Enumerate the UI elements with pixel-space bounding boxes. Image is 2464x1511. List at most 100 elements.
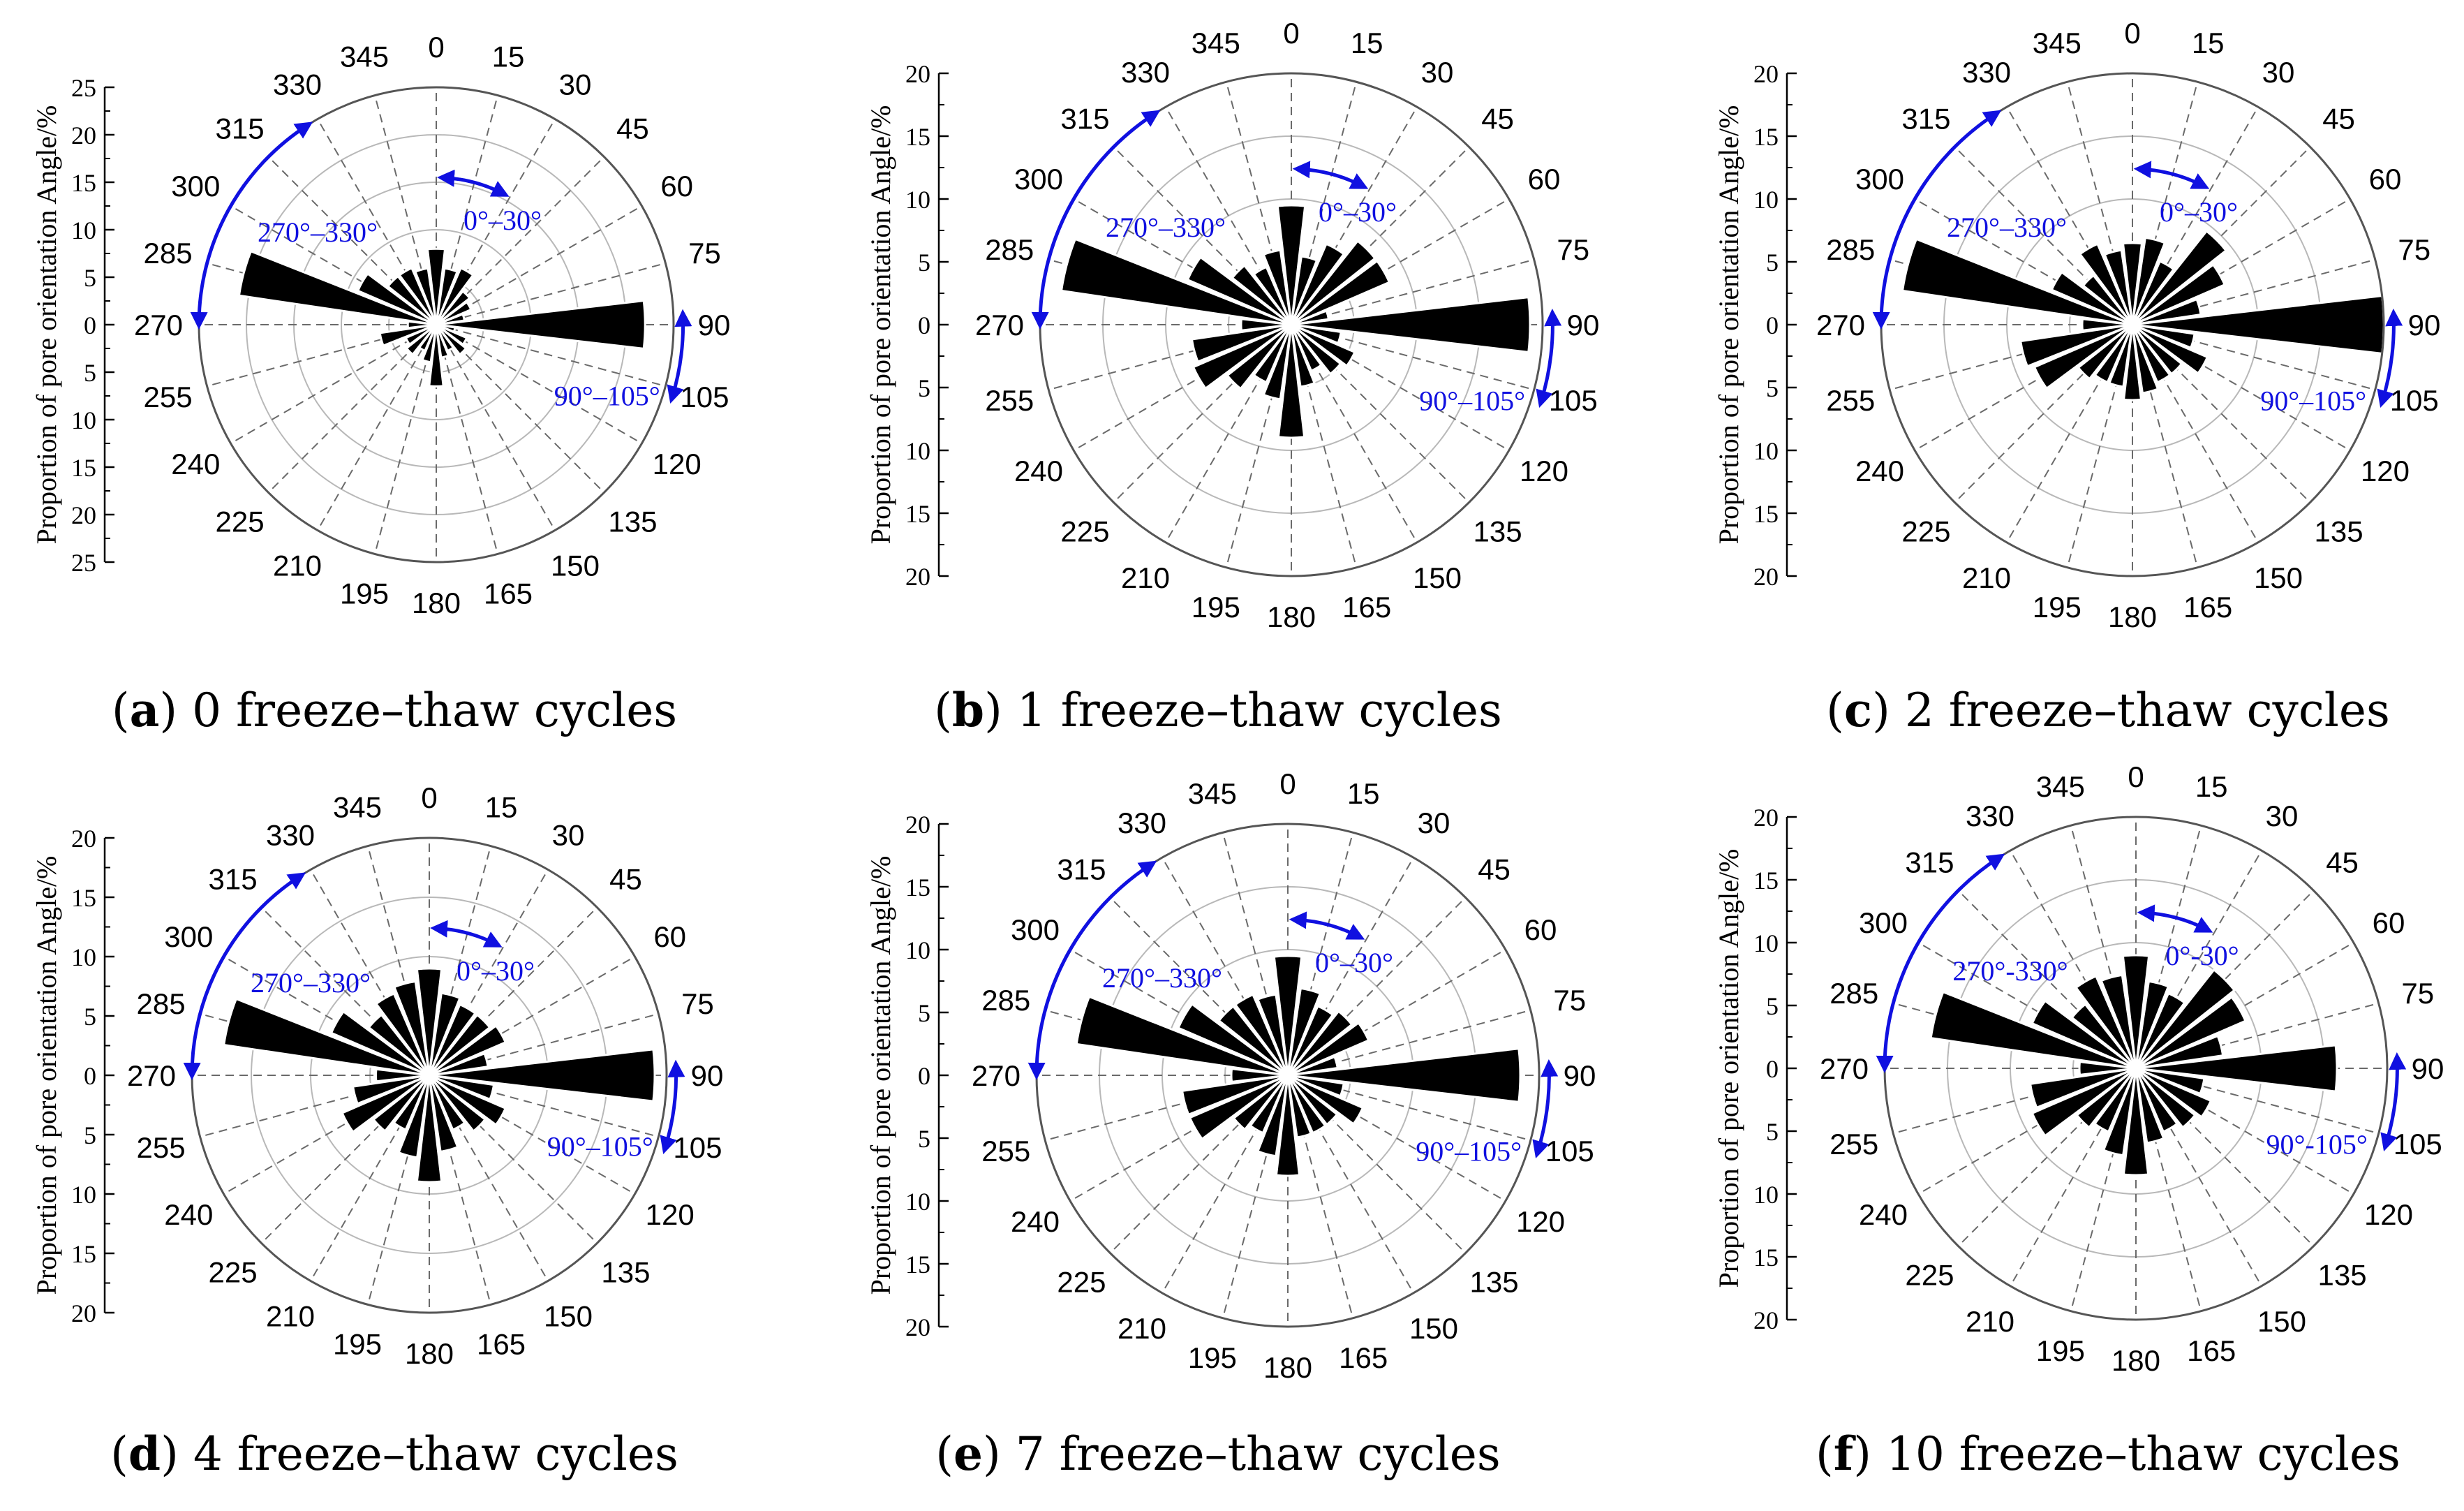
annotation-label: 0°–30° — [2160, 196, 2238, 228]
angle-label: 165 — [477, 1327, 526, 1360]
axis-tick-label: 10 — [71, 1181, 96, 1209]
angle-label: 120 — [2364, 1198, 2413, 1231]
angle-label: 345 — [340, 40, 389, 73]
bar-225 — [2077, 323, 2134, 381]
rose-chart: 0 153045607590105120135150165180195210225… — [1713, 17, 2440, 633]
axis-tick-label: 20 — [71, 825, 96, 853]
bar-225 — [1226, 323, 1293, 390]
bar-15 — [2135, 980, 2170, 1069]
angle-label: 315 — [1060, 102, 1109, 135]
bar-165 — [428, 1075, 459, 1153]
angle-label: 210 — [1966, 1305, 2014, 1338]
bar-135 — [1286, 1074, 1339, 1126]
angle-label: 285 — [1826, 233, 1875, 266]
bar-255 — [1190, 323, 1292, 363]
bar-120 — [1287, 1074, 1365, 1126]
angle-label: 255 — [1830, 1128, 1878, 1160]
angle-label: 135 — [2315, 515, 2363, 548]
bar-300 — [329, 1010, 430, 1077]
bar-210 — [1252, 324, 1293, 384]
radial-axis: 20 15 10 5 0 5 10 15 20 Proportion of pore orient… — [1713, 804, 1797, 1334]
angle-label: 120 — [1520, 455, 1568, 487]
annotation-label: 0°–30° — [1315, 947, 1393, 978]
angle-labels: 0 15 30 45 60 75 90 105 120 135 150 165 180 195 210 225… — [1816, 17, 2440, 633]
angle-label: 240 — [1855, 455, 1904, 487]
grid — [199, 87, 674, 562]
angle-label: 345 — [2033, 27, 2081, 59]
y-axis-label: Proportion of pore orientation Angle/% — [1713, 105, 1744, 545]
grid-spoke — [436, 119, 556, 325]
angle-label: 180 — [2108, 600, 2157, 633]
axis-tick-label: 20 — [1753, 1306, 1779, 1334]
grid-spoke — [367, 846, 430, 1076]
bar-45 — [2135, 968, 2236, 1070]
angle-label: 60 — [1524, 913, 1557, 946]
annotations: 0°–30° 270°–330° 90°–105° — [1031, 110, 1562, 416]
grid-spoke — [1291, 258, 1534, 325]
axis-tick-label: 20 — [905, 60, 930, 88]
annotation-arc — [1292, 161, 1369, 189]
bar-345 — [1256, 993, 1289, 1076]
angle-label: 75 — [2401, 977, 2434, 1010]
angle-label: 240 — [1014, 455, 1063, 487]
angle-label: 195 — [1192, 591, 1240, 624]
annotation-label: 270°–330° — [1106, 212, 1226, 243]
bar-270 — [2081, 318, 2133, 332]
grid-spoke — [2135, 825, 2202, 1069]
bar-315 — [367, 1013, 431, 1077]
bar-45 — [1286, 1010, 1353, 1077]
annotation-arc — [1872, 110, 2002, 330]
grid-spoke — [2066, 82, 2133, 325]
axis-tick-label: 10 — [905, 1188, 930, 1216]
annotation-arc — [430, 920, 503, 948]
bar-300 — [2031, 999, 2137, 1070]
grid-spoke — [436, 324, 605, 494]
caption-letter: e — [953, 1427, 983, 1481]
angle-label: 300 — [1011, 913, 1060, 946]
angle-label: 90 — [698, 309, 731, 341]
axis-tick-label: 0 — [84, 311, 96, 339]
bars — [1929, 954, 2338, 1177]
bar-15 — [428, 992, 461, 1076]
annotation-arc — [1532, 1059, 1559, 1159]
angle-label: 165 — [1342, 591, 1391, 624]
annotation-label: 270°–330° — [258, 216, 378, 248]
angle-label: 180 — [2112, 1344, 2160, 1377]
caption-letter: a — [129, 683, 160, 737]
bar-60 — [429, 1024, 507, 1077]
annotation-label: 0°-30° — [2165, 940, 2239, 971]
bar-210 — [1249, 1075, 1289, 1135]
angle-labels: 0 15 30 45 60 75 90 105 120 135 150 165 180 195 210 225… — [1820, 760, 2444, 1377]
bar-210 — [2093, 324, 2134, 384]
grid-spoke — [207, 324, 437, 387]
bar-135 — [2131, 323, 2183, 376]
angle-label: 60 — [1528, 163, 1561, 196]
angle-label: 315 — [1905, 846, 1954, 878]
angle-label: 180 — [405, 1337, 454, 1370]
angle-label: 225 — [1060, 515, 1109, 548]
axis-tick-label: 15 — [71, 169, 96, 197]
bar-330 — [398, 266, 438, 325]
angle-label: 285 — [137, 987, 186, 1020]
angle-label: 300 — [171, 170, 220, 202]
angle-label: 225 — [1057, 1266, 1106, 1299]
bar-180 — [2122, 1068, 2150, 1177]
axis-tick-label: 5 — [84, 264, 96, 292]
bar-255 — [2019, 323, 2133, 368]
bars — [1901, 229, 2385, 401]
bar-150 — [1290, 324, 1323, 373]
angle-label: 75 — [2398, 233, 2430, 266]
angle-label: 330 — [273, 68, 322, 101]
annotation-arc — [1027, 860, 1157, 1080]
bar-180 — [428, 324, 445, 388]
axis-tick-label: 15 — [905, 1251, 930, 1278]
angle-label: 75 — [688, 237, 721, 270]
angle-label: 255 — [137, 1131, 186, 1164]
bar-240 — [2033, 323, 2133, 390]
angle-label: 150 — [2257, 1305, 2306, 1338]
bar-30 — [2131, 260, 2176, 325]
angle-label: 0 — [428, 31, 444, 64]
angle-label: 150 — [1413, 561, 1462, 594]
grid-spoke — [230, 324, 437, 444]
caption-d: (d) 4 freeze–thaw cycles — [110, 1427, 678, 1481]
